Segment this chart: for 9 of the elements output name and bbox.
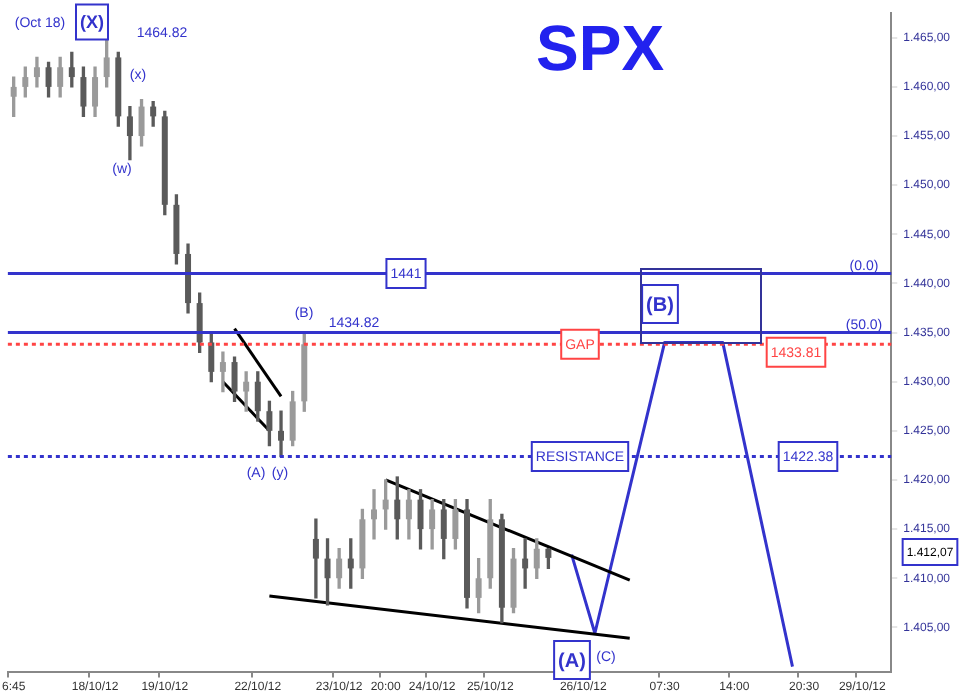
candlestick <box>243 371 250 412</box>
annotation: (X) <box>80 11 104 32</box>
candlestick <box>522 538 529 589</box>
annotation: (B) <box>646 294 674 317</box>
chart-title: SPX <box>536 12 665 86</box>
candlestick <box>312 518 319 599</box>
annotation: (A) <box>558 650 586 673</box>
candlestick <box>278 410 285 458</box>
candlestick <box>371 489 378 540</box>
